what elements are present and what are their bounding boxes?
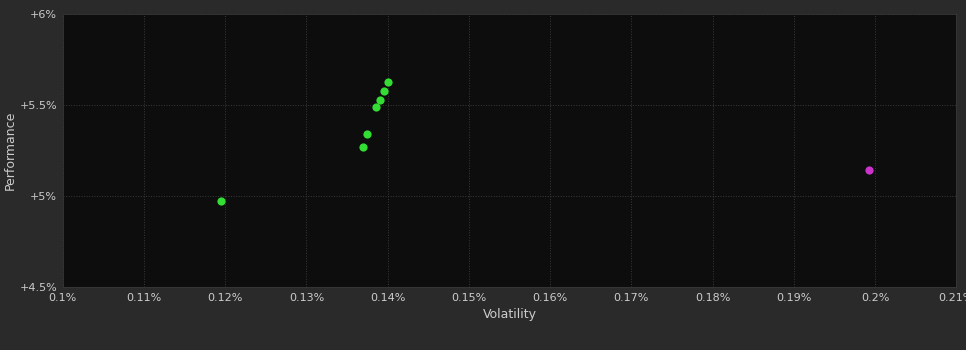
Point xyxy=(368,104,384,110)
Point xyxy=(213,198,229,203)
Point xyxy=(355,144,371,150)
Point xyxy=(372,97,387,102)
X-axis label: Volatility: Volatility xyxy=(483,308,536,321)
Point xyxy=(376,89,391,94)
Y-axis label: Performance: Performance xyxy=(4,111,16,190)
Point xyxy=(380,79,395,85)
Point xyxy=(862,167,877,173)
Point xyxy=(359,131,375,137)
